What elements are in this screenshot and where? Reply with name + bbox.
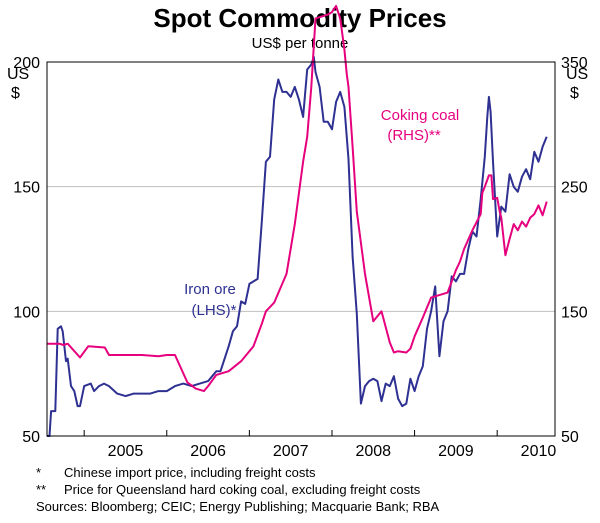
plot-frame: [46, 61, 556, 437]
x-tick-label-2006: 2006: [190, 443, 226, 460]
series-lines: [47, 4, 548, 437]
note-2-mark: **: [36, 482, 46, 497]
note-1-text: Chinese import price, including freight …: [64, 465, 316, 480]
note-2-text: Price for Queensland hard coking coal, e…: [64, 482, 421, 497]
left-tick-label-3: 200: [13, 55, 40, 72]
left-tick-label-2: 150: [13, 180, 40, 197]
chart-title: Spot Commodity Prices: [153, 3, 446, 33]
left-axis-unit-line2: $: [11, 85, 20, 102]
right-tick-label-0: 50: [561, 429, 579, 446]
x-axis-ticks: 2005 2006 2007 2008 2009 2010: [83, 430, 557, 460]
iron-ore-label-line1: Iron ore: [184, 281, 236, 298]
right-tick-label-2: 250: [561, 180, 588, 197]
iron-ore-series-line: [47, 56, 548, 437]
left-tick-label-1: 100: [13, 304, 40, 321]
right-axis-ticks: 50 150 250 350: [561, 55, 588, 446]
iron-ore-label-line2: (LHS)*: [191, 302, 236, 319]
gridlines: [47, 186, 555, 312]
right-axis-unit-line1: US: [566, 66, 588, 83]
x-tick-label-2008: 2008: [355, 443, 391, 460]
right-tick-label-1: 150: [561, 304, 588, 321]
sources-note: Sources: Bloomberg; CEIC; Energy Publish…: [36, 499, 440, 514]
left-axis-unit-line1: US: [7, 66, 29, 83]
x-tick-label-2005: 2005: [108, 443, 144, 460]
x-tick-label-2009: 2009: [438, 443, 474, 460]
right-axis-unit-line2: $: [570, 85, 579, 102]
chart-subtitle: US$ per tonne: [252, 35, 349, 52]
coking-coal-label-line1: Coking coal: [381, 107, 459, 124]
left-axis-ticks: 50 100 150 200: [13, 55, 40, 446]
x-tick-label-2007: 2007: [273, 443, 309, 460]
note-1-mark: *: [36, 465, 41, 480]
right-tick-label-3: 350: [561, 55, 588, 72]
coking-coal-label-line2: (RHS)**: [387, 127, 440, 144]
coking-coal-series-line: [47, 4, 548, 393]
x-tick-label-2010: 2010: [521, 443, 557, 460]
left-tick-label-0: 50: [22, 429, 40, 446]
